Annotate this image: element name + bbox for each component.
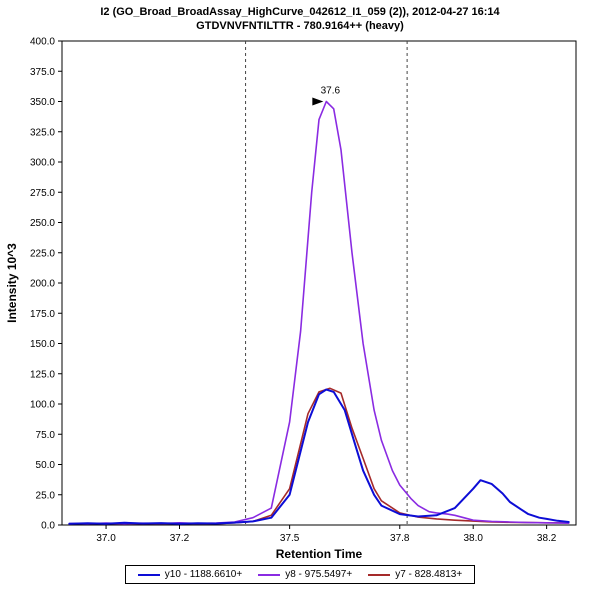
y-tick-label: 300.0 [30,158,55,169]
y-tick-label: 350.0 [30,97,55,108]
y-tick-label: 400.0 [30,37,55,48]
series-line-y7[interactable] [68,387,570,525]
legend-box: y10 - 1188.6610+ y8 - 975.5497+ y7 - 828… [124,565,476,584]
x-tick-label: 37.8 [390,533,410,544]
y-tick-label: 25.0 [36,490,56,501]
y-tick-label: 125.0 [30,369,55,380]
legend-item-y7: y7 - 828.4813+ [368,569,462,580]
legend-item-y8: y8 - 975.5497+ [258,569,352,580]
chart-subtitle: GTDVNVFNTILTTR - 780.9164++ (heavy) [196,20,404,32]
plot-frame [61,40,577,526]
y-tick-label: 250.0 [30,218,55,229]
peak-arrow-icon [312,97,324,106]
y-tick-label: 0.0 [41,521,55,532]
x-tick-label: 38.2 [537,533,557,544]
y-tick-label: 150.0 [30,339,55,350]
y-tick-label: 175.0 [30,309,55,320]
legend-label-y8: y8 - 975.5497+ [285,569,353,580]
x-axis-title: Retention Time [276,547,363,561]
chromatogram-plot[interactable]: 0.0 25.0 50.0 75.0 100.0 125.0 150.0 175.0 200.0… [0,33,600,563]
y-axis-title: Intensity 10^3 [5,243,19,323]
x-tick-label: 38.0 [463,533,483,544]
legend-swatch-y10-icon [137,573,160,576]
x-tick-label: 37.0 [96,533,116,544]
legend-swatch-y8-icon [258,573,281,576]
series-line-y10[interactable] [68,388,570,525]
legend-label-y10: y10 - 1188.6610+ [164,569,243,580]
chart-header: I2 (GO_Broad_BroadAssay_HighCurve_042612… [0,0,600,33]
y-tick-label: 50.0 [36,460,56,471]
chart-title: I2 (GO_Broad_BroadAssay_HighCurve_042612… [100,6,500,18]
y-tick-label: 275.0 [30,188,55,199]
series-line-y8[interactable] [68,100,570,525]
x-tick-label: 37.5 [280,533,300,544]
legend-swatch-y7-icon [368,573,391,576]
y-tick-label: 225.0 [30,248,55,259]
y-tick-label: 375.0 [30,67,55,78]
y-tick-label: 75.0 [36,430,56,441]
legend: y10 - 1188.6610+ y8 - 975.5497+ y7 - 828… [0,565,600,584]
y-tick-label: 325.0 [30,127,55,138]
legend-item-y10: y10 - 1188.6610+ [137,569,243,580]
legend-label-y7: y7 - 828.4813+ [395,569,463,580]
y-tick-label: 200.0 [30,279,55,290]
x-tick-label: 37.2 [170,533,190,544]
y-tick-label: 100.0 [30,400,55,411]
peak-annotation: 37.6 [321,86,341,97]
